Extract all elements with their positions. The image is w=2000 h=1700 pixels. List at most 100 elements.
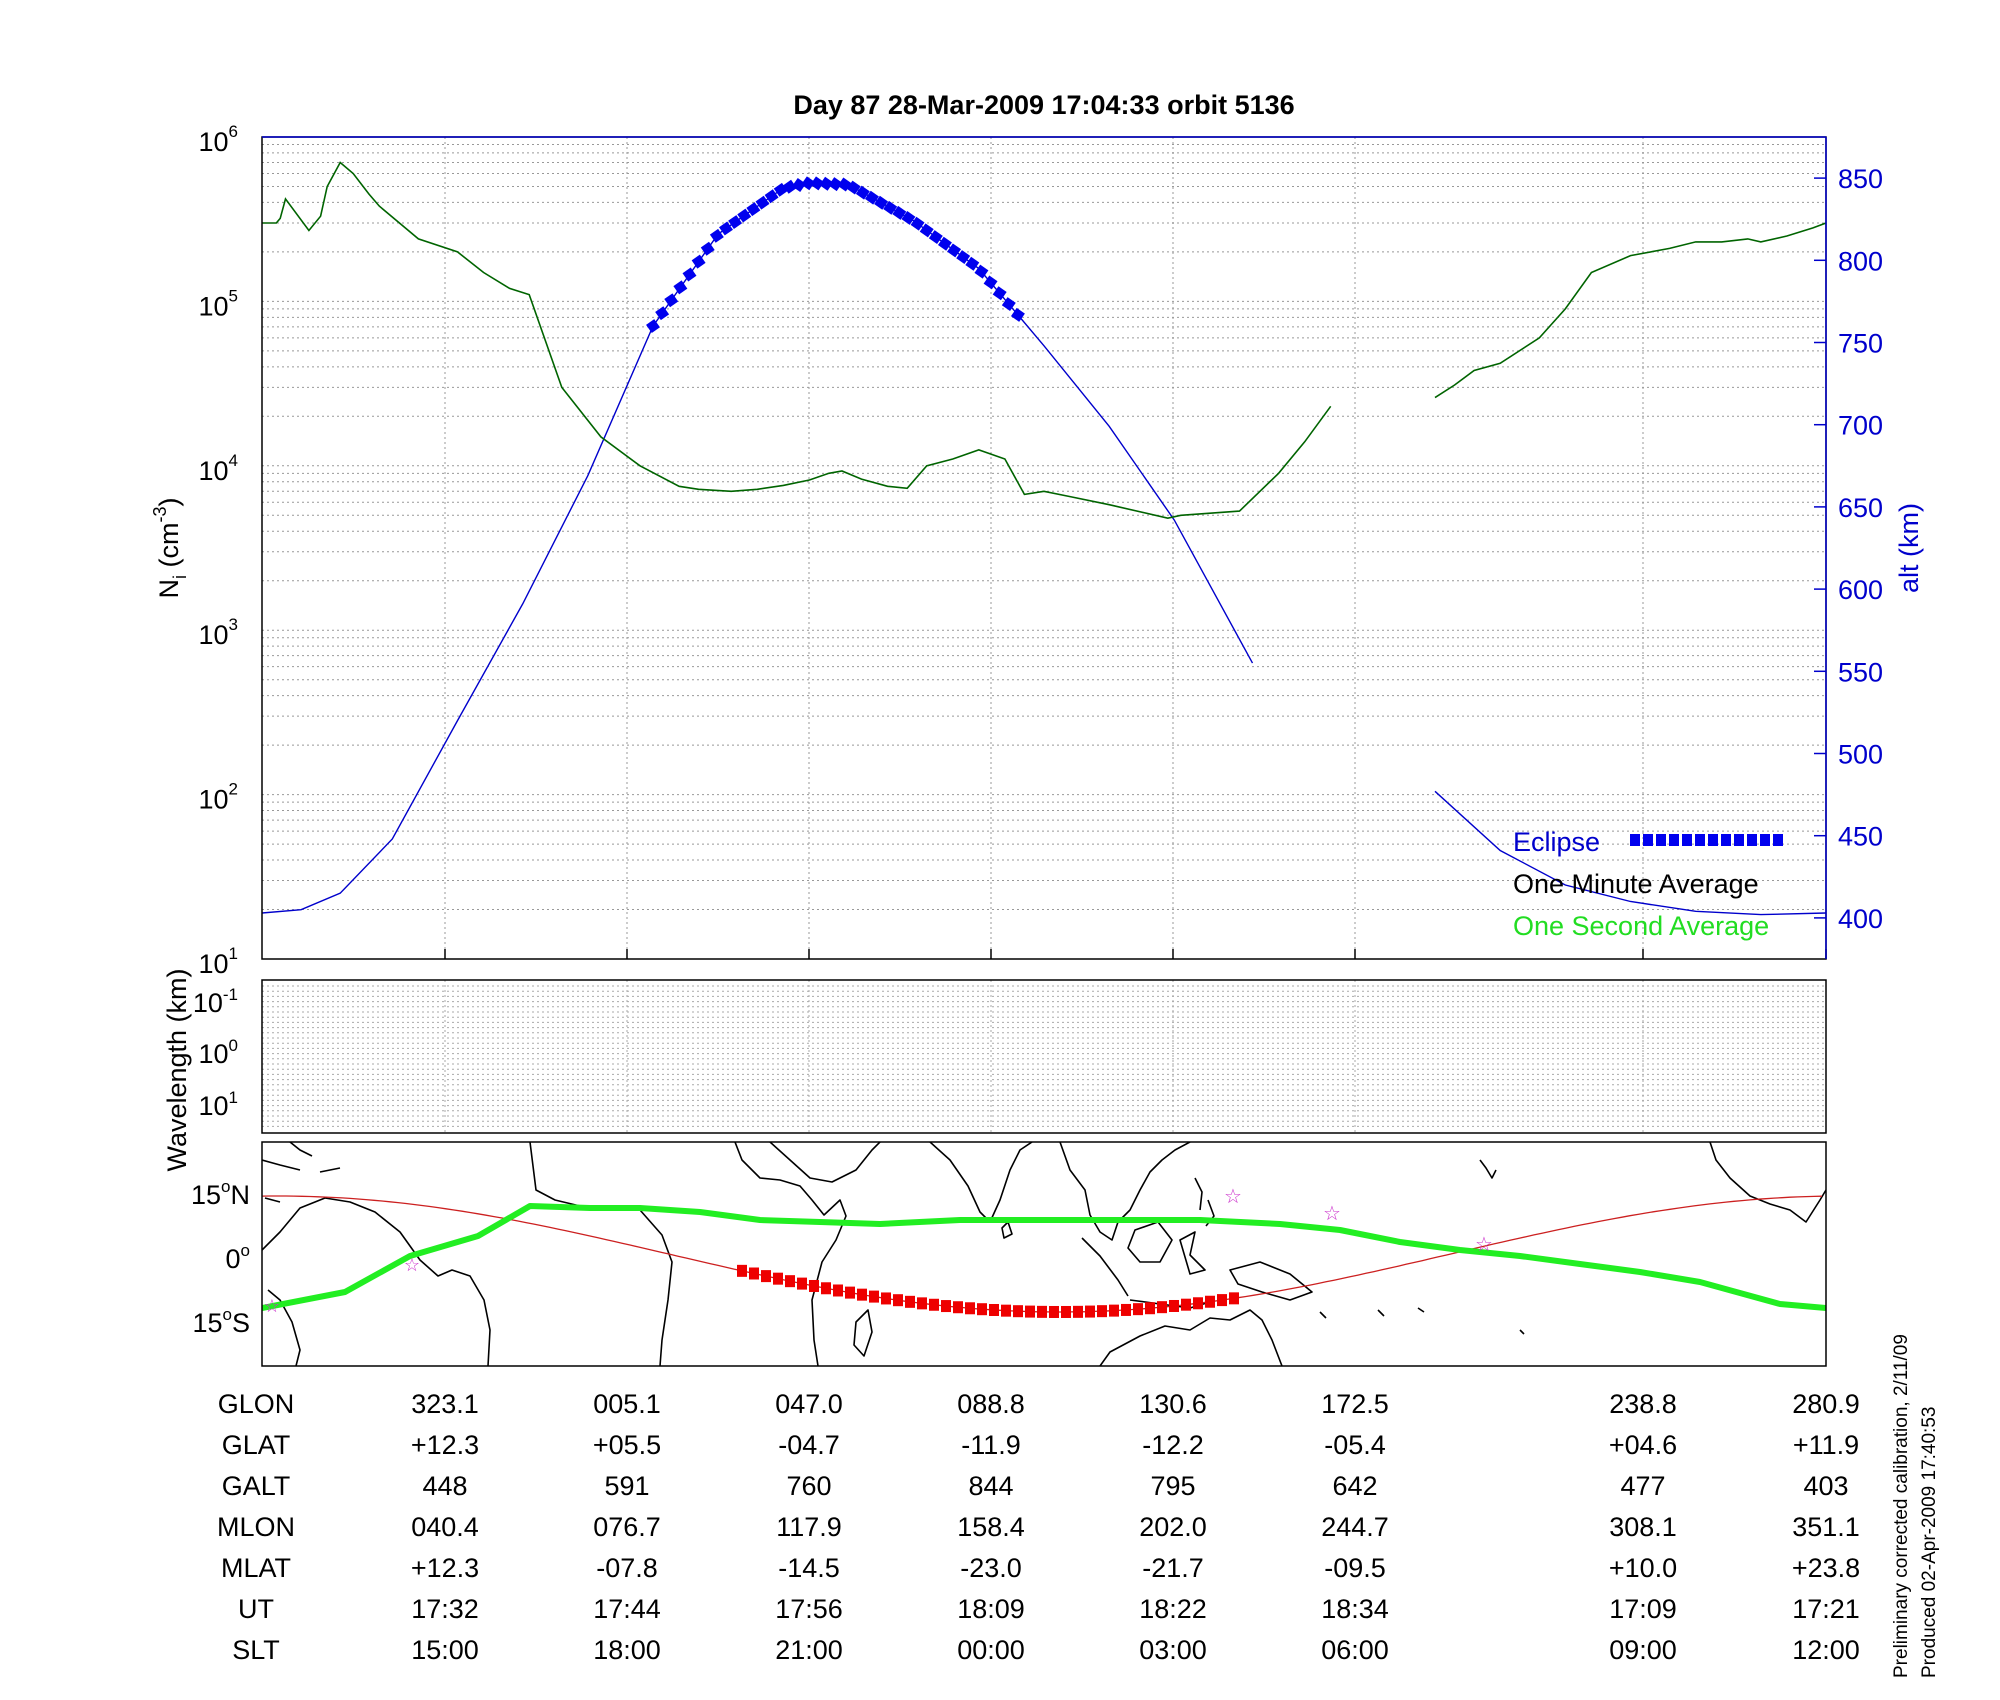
table-cell: -23.0	[960, 1553, 1022, 1583]
table-cell: 047.0	[775, 1389, 843, 1419]
eclipse-mark	[864, 190, 879, 205]
table-cell: +12.3	[411, 1430, 479, 1460]
map-plot-area	[262, 1142, 1826, 1366]
table-cell: 18:34	[1321, 1594, 1389, 1624]
table-cell: 323.1	[411, 1389, 479, 1419]
table-cell: 351.1	[1792, 1512, 1860, 1542]
table-cell: 844	[968, 1471, 1013, 1501]
density-y-label: Ni (cm-3)	[150, 498, 190, 599]
eclipse-mark	[764, 189, 779, 204]
orbit-eclipse-mark	[1121, 1303, 1131, 1316]
wavelength-axes-box	[261, 979, 1827, 1134]
table-cell: 202.0	[1139, 1512, 1207, 1542]
table-cell: -11.9	[961, 1430, 1021, 1460]
orbit-eclipse-mark	[737, 1264, 747, 1277]
table-cell: 130.6	[1139, 1389, 1207, 1419]
table-cell: +05.5	[593, 1430, 661, 1460]
altitude-tick-label: 600	[1838, 575, 1883, 605]
eclipse-mark	[974, 264, 989, 279]
legend: Eclipse One Minute Average One Second Av…	[1513, 827, 1783, 941]
orbit-eclipse-mark	[953, 1301, 963, 1314]
wavelength-tick-label: 10-1	[193, 985, 238, 1018]
table-cell: 12:00	[1792, 1635, 1860, 1665]
table-cell: -04.7	[778, 1430, 840, 1460]
orbit-eclipse-mark	[857, 1288, 867, 1301]
orbit-eclipse-mark	[989, 1303, 999, 1316]
wavelength-plot-area	[262, 980, 1826, 1133]
table-cell: 06:00	[1321, 1635, 1389, 1665]
star-marker: ☆	[264, 1296, 280, 1316]
table-cell: 448	[422, 1471, 467, 1501]
legend-eclipse-mark	[1630, 834, 1640, 846]
eclipse-mark	[655, 306, 670, 321]
orbit-eclipse-mark	[1205, 1295, 1215, 1308]
density-tick-label: 101	[198, 944, 238, 979]
table-cell: 795	[1150, 1471, 1195, 1501]
eclipse-mark	[983, 275, 998, 290]
eclipse-mark	[965, 256, 980, 271]
eclipse-mark	[673, 280, 688, 295]
orbit-eclipse-mark	[1193, 1297, 1203, 1310]
lat-tick-label: 0o	[226, 1241, 251, 1274]
table-cell: 17:56	[775, 1594, 843, 1624]
table-cell: +23.8	[1792, 1553, 1860, 1583]
chart-title: Day 87 28-Mar-2009 17:04:33 orbit 5136	[793, 90, 1294, 120]
map-axes-box	[261, 1141, 1827, 1367]
table-cell: +10.0	[1609, 1553, 1677, 1583]
eclipse-marks	[646, 176, 1025, 334]
orbit-eclipse-mark	[917, 1297, 927, 1310]
density-plot-area	[262, 137, 1826, 959]
density-y-ticks: 101 102 103 104 105 106	[198, 122, 238, 979]
orbit-eclipse-mark	[1073, 1305, 1083, 1318]
legend-eclipse-swatch	[1630, 834, 1783, 846]
legend-eclipse-mark	[1669, 834, 1679, 846]
orbit-eclipse-mark	[869, 1290, 879, 1303]
orbit-eclipse-mark	[905, 1295, 915, 1308]
altitude-tick-label: 650	[1838, 493, 1883, 523]
table-cell: 09:00	[1609, 1635, 1677, 1665]
lat-tick-label: 15oS	[192, 1305, 250, 1338]
table-cell: 21:00	[775, 1635, 843, 1665]
coastline-caribbean	[262, 1142, 341, 1203]
orbit-eclipse-mark	[749, 1267, 759, 1280]
table-cell: 17:32	[411, 1594, 479, 1624]
eclipse-mark	[892, 205, 907, 220]
orbit-eclipse-mark	[1013, 1305, 1023, 1318]
coastline-pacific-islands	[1319, 1159, 1525, 1335]
eclipse-mark	[691, 254, 706, 269]
density-gridlines	[262, 137, 1827, 960]
orbit-eclipse-mark	[881, 1292, 891, 1305]
altitude-y-ticks: 400 450 500 550 600 650 700 750 800 850	[1814, 164, 1883, 934]
orbit-eclipse-mark	[821, 1282, 831, 1295]
table-cell: 238.8	[1609, 1389, 1677, 1419]
orbit-eclipse-mark	[1169, 1299, 1179, 1312]
eclipse-mark	[855, 185, 870, 200]
density-tick-label: 105	[198, 286, 238, 321]
table-cell: 642	[1332, 1471, 1377, 1501]
eclipse-mark	[746, 202, 761, 217]
legend-eclipse-mark	[1721, 834, 1731, 846]
eclipse-mark	[728, 215, 743, 229]
eclipse-mark	[992, 286, 1007, 301]
orbit-eclipse-mark	[1181, 1298, 1191, 1311]
wavelength-gridlines	[262, 980, 1827, 1133]
coastline-australia	[1099, 1309, 1283, 1366]
table-cell: 308.1	[1609, 1512, 1677, 1542]
table-cell: 040.4	[411, 1512, 479, 1542]
wavelength-tick-label: 100	[198, 1036, 238, 1069]
eclipse-mark	[682, 267, 697, 282]
altitude-tick-label: 500	[1838, 740, 1883, 770]
legend-one-minute-label: One Minute Average	[1513, 869, 1759, 899]
orbit-eclipse-marks	[737, 1264, 1239, 1318]
orbit-eclipse-mark	[809, 1279, 819, 1292]
eclipse-mark	[919, 223, 934, 238]
eclipse-mark	[874, 195, 889, 210]
orbit-eclipse-mark	[1061, 1305, 1071, 1318]
orbit-eclipse-mark	[1109, 1304, 1119, 1317]
table-cell: 076.7	[593, 1512, 661, 1542]
orbit-eclipse-mark	[833, 1284, 843, 1297]
map-panel: ☆ ☆ ☆ ☆ ☆ 15oN 0o 15oS	[191, 1141, 1827, 1367]
altitude-tick-label: 750	[1838, 329, 1883, 359]
orbit-eclipse-mark	[929, 1298, 939, 1311]
coastline-sri-lanka	[1001, 1221, 1013, 1239]
